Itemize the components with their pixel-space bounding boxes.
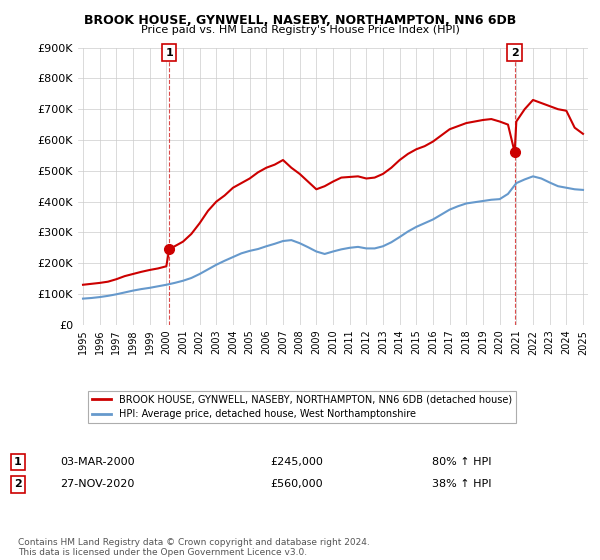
Text: 1: 1	[14, 457, 22, 467]
Text: 1: 1	[165, 48, 173, 58]
Text: 27-NOV-2020: 27-NOV-2020	[60, 479, 134, 489]
Legend: BROOK HOUSE, GYNWELL, NASEBY, NORTHAMPTON, NN6 6DB (detached house), HPI: Averag: BROOK HOUSE, GYNWELL, NASEBY, NORTHAMPTO…	[88, 391, 516, 423]
Text: 38% ↑ HPI: 38% ↑ HPI	[432, 479, 491, 489]
Text: £245,000: £245,000	[270, 457, 323, 467]
Text: 2: 2	[511, 48, 518, 58]
Text: Contains HM Land Registry data © Crown copyright and database right 2024.
This d: Contains HM Land Registry data © Crown c…	[18, 538, 370, 557]
Text: Price paid vs. HM Land Registry's House Price Index (HPI): Price paid vs. HM Land Registry's House …	[140, 25, 460, 35]
Text: 03-MAR-2000: 03-MAR-2000	[60, 457, 134, 467]
Text: BROOK HOUSE, GYNWELL, NASEBY, NORTHAMPTON, NN6 6DB: BROOK HOUSE, GYNWELL, NASEBY, NORTHAMPTO…	[84, 14, 516, 27]
Text: 80% ↑ HPI: 80% ↑ HPI	[432, 457, 491, 467]
Text: 2: 2	[14, 479, 22, 489]
Text: £560,000: £560,000	[270, 479, 323, 489]
